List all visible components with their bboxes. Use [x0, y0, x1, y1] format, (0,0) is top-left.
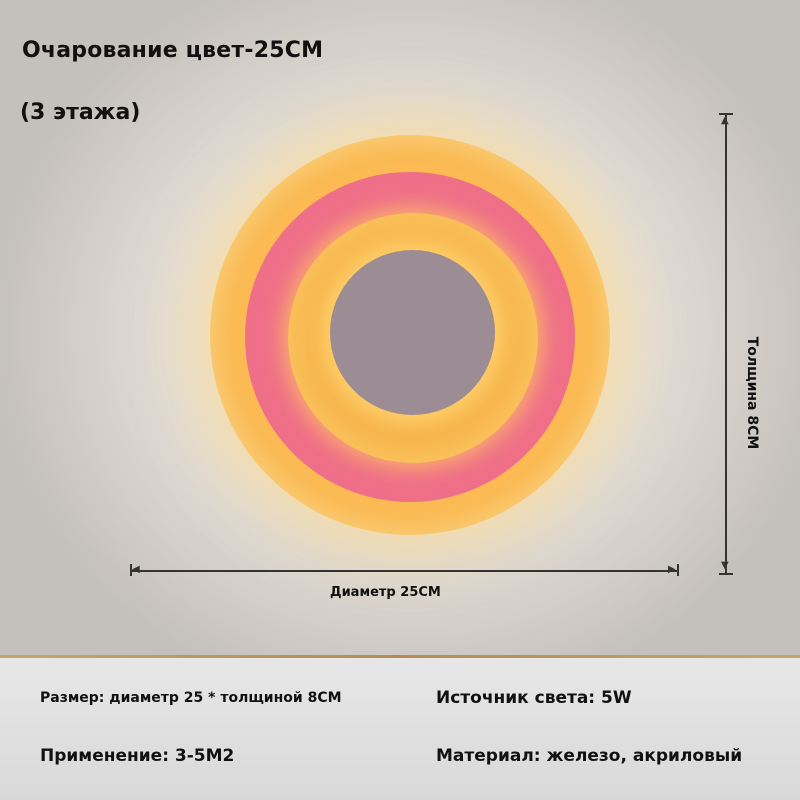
- thickness-dimension-line: [725, 114, 727, 574]
- spec-material: Материал: железо, акриловый: [436, 746, 743, 766]
- spec-light-source: Источник света: 5W: [436, 688, 632, 708]
- thickness-label: Толщина 8CM: [744, 336, 760, 450]
- spec-panel: [0, 658, 800, 800]
- arrow-up-icon: ▲: [721, 115, 729, 126]
- arrow-right-icon: ▶: [668, 564, 676, 575]
- thickness-tick-top: [719, 113, 733, 115]
- product-title: Очарование цвет-25CM: [22, 38, 324, 63]
- spec-size: Размер: диаметр 25 * толщиной 8CM: [40, 690, 342, 706]
- thickness-tick-bottom: [719, 573, 733, 575]
- diameter-tick-left: [130, 564, 132, 576]
- arrow-down-icon: ▼: [721, 560, 729, 571]
- product-subtitle: (3 этажа): [20, 100, 141, 125]
- diameter-dimension-line: [130, 570, 678, 572]
- arrow-left-icon: ◀: [132, 564, 140, 575]
- spec-application: Применение: 3-5M2: [40, 746, 235, 766]
- diameter-tick-right: [677, 564, 679, 576]
- lamp-core-disc: [330, 250, 495, 415]
- diameter-label: Диаметр 25CM: [330, 585, 441, 600]
- product-hero: Очарование цвет-25CM (3 этажа) ◀ ▶ Диаме…: [0, 0, 800, 655]
- section-divider: [0, 655, 800, 658]
